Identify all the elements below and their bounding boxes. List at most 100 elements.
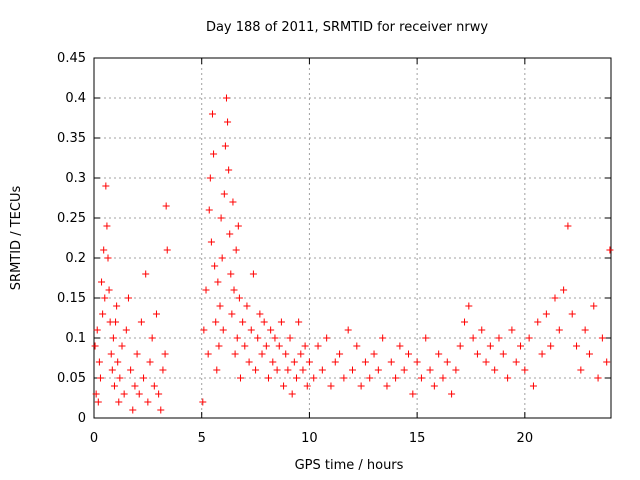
data-point: [315, 343, 322, 350]
data-point: [401, 367, 408, 374]
data-point: [208, 239, 215, 246]
data-point: [521, 367, 528, 374]
x-tick-label: 5: [198, 431, 206, 446]
data-point: [225, 167, 232, 174]
data-point: [289, 391, 296, 398]
y-axis-label: SRMTID / TECUs: [9, 186, 24, 291]
data-point: [113, 303, 120, 310]
data-point: [302, 343, 309, 350]
data-point: [543, 311, 550, 318]
data-point: [97, 375, 104, 382]
data-point: [221, 191, 228, 198]
data-point: [267, 327, 274, 334]
data-point: [336, 351, 343, 358]
data-point: [349, 367, 356, 374]
data-point: [306, 359, 313, 366]
data-point: [211, 263, 218, 270]
y-tick-label: 0.05: [57, 371, 86, 386]
data-point: [452, 367, 459, 374]
data-point: [134, 351, 141, 358]
data-point: [332, 359, 339, 366]
data-point: [112, 319, 119, 326]
data-point: [235, 223, 242, 230]
data-point: [383, 383, 390, 390]
data-point: [599, 335, 606, 342]
data-point: [526, 335, 533, 342]
x-tick-label: 15: [409, 431, 426, 446]
data-point: [539, 351, 546, 358]
y-tick-label: 0.2: [65, 251, 86, 266]
data-point: [582, 327, 589, 334]
data-point: [422, 335, 429, 342]
data-point: [590, 303, 597, 310]
data-point: [371, 351, 378, 358]
data-point: [101, 295, 108, 302]
data-point: [108, 351, 115, 358]
data-point: [595, 375, 602, 382]
y-tick-label: 0.35: [57, 131, 86, 146]
data-point: [569, 311, 576, 318]
data-point: [218, 215, 225, 222]
data-point: [310, 375, 317, 382]
data-point: [246, 359, 253, 366]
data-point: [164, 247, 171, 254]
data-point: [147, 359, 154, 366]
data-point: [248, 327, 255, 334]
data-point: [276, 343, 283, 350]
data-point: [159, 367, 166, 374]
data-point: [573, 343, 580, 350]
x-tick-label: 10: [301, 431, 318, 446]
chart: 00.050.10.150.20.250.30.350.40.450 5 10 15 2…: [0, 0, 640, 480]
y-tick-label: 0.25: [57, 211, 86, 226]
data-point: [232, 351, 239, 358]
data-point: [414, 359, 421, 366]
data-point: [119, 343, 126, 350]
data-point: [513, 359, 520, 366]
data-point: [217, 303, 224, 310]
data-point: [358, 383, 365, 390]
data-point: [203, 287, 210, 294]
grid: [94, 58, 611, 418]
data-point: [206, 207, 213, 214]
data-point: [345, 327, 352, 334]
data-point: [280, 383, 287, 390]
data-point: [111, 383, 118, 390]
data-point: [92, 343, 99, 350]
data-point: [388, 359, 395, 366]
data-point: [237, 375, 244, 382]
data-point: [222, 143, 229, 150]
data-point: [199, 399, 206, 406]
data-point: [444, 359, 451, 366]
data-point: [508, 327, 515, 334]
data-point: [96, 359, 103, 366]
data-point: [327, 383, 334, 390]
data-point: [215, 343, 222, 350]
data-point: [261, 319, 268, 326]
data-point: [205, 351, 212, 358]
data-point: [551, 295, 558, 302]
data-point: [474, 351, 481, 358]
data-point: [114, 359, 121, 366]
data-point: [295, 319, 302, 326]
data-point: [271, 335, 278, 342]
data-point: [125, 295, 132, 302]
data-point: [109, 367, 116, 374]
data-point: [155, 391, 162, 398]
data-point: [517, 343, 524, 350]
data-point: [239, 319, 246, 326]
data-point: [263, 343, 270, 350]
data-point: [439, 375, 446, 382]
data-point: [427, 367, 434, 374]
data-point: [491, 367, 498, 374]
data-point: [233, 247, 240, 254]
data-point: [220, 327, 227, 334]
data-point: [500, 351, 507, 358]
data-point: [603, 359, 610, 366]
data-point: [366, 375, 373, 382]
data-point: [129, 407, 136, 414]
data-point: [291, 359, 298, 366]
data-point: [105, 255, 112, 262]
data-point: [379, 335, 386, 342]
y-tick-label: 0.4: [65, 91, 86, 106]
data-point: [252, 367, 259, 374]
